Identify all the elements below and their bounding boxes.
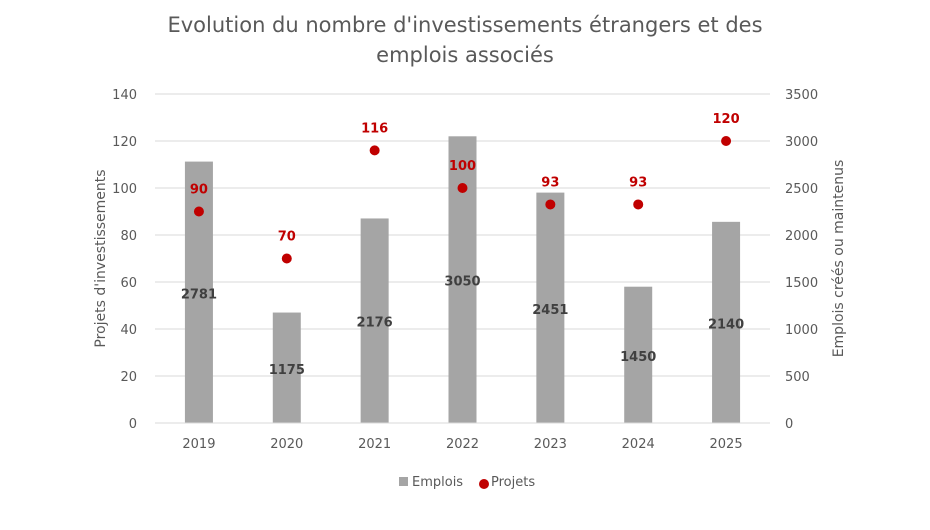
bar-data-label: 2451 (532, 303, 568, 318)
left-tick-label: 0 (129, 417, 137, 432)
x-tick-label: 2020 (270, 437, 303, 452)
left-tick-label: 140 (112, 88, 137, 103)
bar-emplois (360, 218, 389, 423)
right-tick-label: 1000 (785, 323, 818, 338)
right-tick-label: 500 (785, 370, 810, 385)
title-line-1: Evolution du nombre d'investissements ét… (167, 13, 763, 37)
x-tick-label: 2025 (710, 437, 743, 452)
right-tick-label: 2500 (785, 182, 818, 197)
x-tick-label: 2024 (622, 437, 655, 452)
right-tick-label: 1500 (785, 276, 818, 291)
point-projets (633, 199, 644, 210)
point-data-label: 116 (361, 121, 388, 136)
x-tick-label: 2021 (358, 437, 391, 452)
point-data-label: 90 (190, 183, 208, 198)
point-projets (369, 145, 380, 156)
point-projets (281, 253, 292, 264)
legend-projets-marker (479, 479, 489, 489)
x-tick-label: 2022 (446, 437, 479, 452)
bar-data-label: 2781 (181, 287, 217, 302)
right-tick-label: 3000 (785, 135, 818, 150)
legend-emplois-swatch (399, 477, 408, 486)
title-line-2: emplois associés (376, 43, 554, 67)
left-tick-label: 100 (112, 182, 137, 197)
bar-data-label: 2140 (708, 317, 744, 332)
point-data-label: 120 (713, 112, 740, 127)
bar-emplois (184, 161, 213, 423)
point-projets (721, 136, 732, 146)
right-tick-label: 2000 (785, 229, 818, 244)
point-data-label: 93 (541, 175, 559, 190)
left-tick-label: 40 (120, 323, 137, 338)
x-tick-label: 2019 (182, 437, 215, 452)
point-projets (457, 183, 468, 193)
bar-data-label: 1450 (620, 350, 656, 365)
left-tick-label: 20 (120, 370, 137, 385)
point-projets (545, 199, 556, 210)
bar-emplois (624, 286, 653, 423)
legend-projets-label: Projets (491, 475, 535, 490)
bar-data-label: 3050 (444, 275, 480, 290)
right-tick-label: 3500 (785, 88, 818, 103)
point-data-label: 100 (449, 159, 476, 174)
bar-data-label: 1175 (269, 363, 305, 378)
bar-emplois (712, 221, 741, 423)
point-projets (193, 206, 204, 217)
bar-emplois (272, 312, 301, 423)
left-tick-label: 120 (112, 135, 137, 150)
x-tick-label: 2023 (534, 437, 567, 452)
point-data-label: 93 (629, 175, 647, 190)
right-axis-label: Emplois créés ou maintenus (831, 160, 847, 358)
point-data-label: 70 (278, 230, 296, 245)
right-tick-label: 0 (785, 417, 793, 432)
left-tick-label: 60 (120, 276, 137, 291)
left-axis-label: Projets d'investissements (93, 169, 109, 347)
bar-emplois (536, 192, 565, 423)
left-tick-label: 80 (120, 229, 137, 244)
bar-data-label: 2176 (357, 316, 393, 331)
chart-title: Evolution du nombre d'investissements ét… (0, 10, 930, 70)
legend-emplois-label: Emplois (412, 475, 463, 490)
